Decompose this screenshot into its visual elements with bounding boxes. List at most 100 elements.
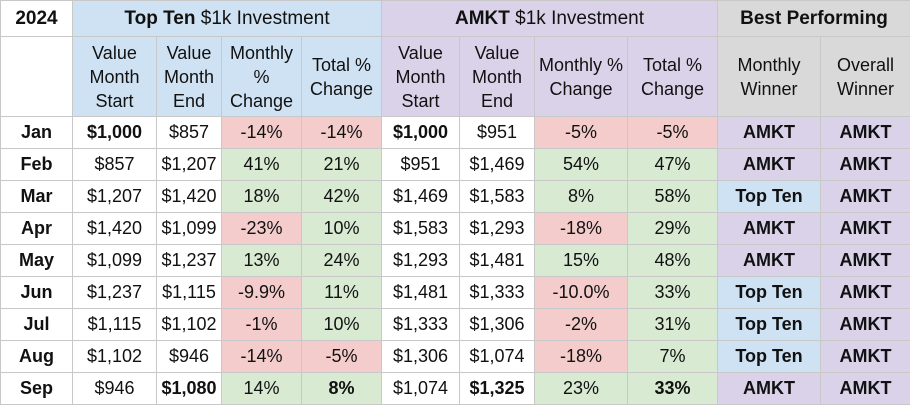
tt-monthly-cell[interactable]: 18% <box>222 181 302 213</box>
tt-monthly-cell[interactable]: 41% <box>222 149 302 181</box>
tt-total-cell[interactable]: 21% <box>302 149 382 181</box>
tt-end-cell[interactable]: $1,080 <box>157 373 222 405</box>
col-header-amkt-monthly[interactable]: Monthly % Change <box>535 37 628 117</box>
amkt-end-cell[interactable]: $1,306 <box>460 309 535 341</box>
amkt-total-cell[interactable]: 29% <box>628 213 718 245</box>
monthly-winner-cell[interactable]: AMKT <box>718 245 821 277</box>
tt-start-cell[interactable]: $1,115 <box>73 309 157 341</box>
top-ten-group-header[interactable]: Top Ten $1k Investment <box>73 1 382 37</box>
tt-end-cell[interactable]: $857 <box>157 117 222 149</box>
overall-winner-cell[interactable]: AMKT <box>821 117 910 149</box>
monthly-winner-cell[interactable]: Top Ten <box>718 341 821 373</box>
col-header-tt-monthly[interactable]: Monthly % Change <box>222 37 302 117</box>
amkt-monthly-cell[interactable]: 23% <box>535 373 628 405</box>
amkt-monthly-cell[interactable]: 54% <box>535 149 628 181</box>
tt-end-cell[interactable]: $1,115 <box>157 277 222 309</box>
overall-winner-cell[interactable]: AMKT <box>821 149 910 181</box>
tt-end-cell[interactable]: $1,420 <box>157 181 222 213</box>
amkt-monthly-cell[interactable]: -5% <box>535 117 628 149</box>
col-header-overall-winner[interactable]: Overall Winner <box>821 37 910 117</box>
year-cell[interactable]: 2024 <box>1 1 73 37</box>
monthly-winner-cell[interactable]: AMKT <box>718 117 821 149</box>
tt-total-cell[interactable]: -14% <box>302 117 382 149</box>
amkt-start-cell[interactable]: $1,074 <box>382 373 460 405</box>
tt-total-cell[interactable]: 10% <box>302 213 382 245</box>
amkt-total-cell[interactable]: 7% <box>628 341 718 373</box>
monthly-winner-cell[interactable]: Top Ten <box>718 277 821 309</box>
tt-end-cell[interactable]: $1,102 <box>157 309 222 341</box>
amkt-total-cell[interactable]: 33% <box>628 277 718 309</box>
tt-total-cell[interactable]: 8% <box>302 373 382 405</box>
monthly-winner-cell[interactable]: Top Ten <box>718 309 821 341</box>
tt-total-cell[interactable]: -5% <box>302 341 382 373</box>
amkt-end-cell[interactable]: $951 <box>460 117 535 149</box>
tt-monthly-cell[interactable]: -23% <box>222 213 302 245</box>
amkt-total-cell[interactable]: 33% <box>628 373 718 405</box>
col-header-amkt-start[interactable]: Value Month Start <box>382 37 460 117</box>
tt-end-cell[interactable]: $1,207 <box>157 149 222 181</box>
overall-winner-cell[interactable]: AMKT <box>821 181 910 213</box>
amkt-end-cell[interactable]: $1,293 <box>460 213 535 245</box>
monthly-winner-cell[interactable]: Top Ten <box>718 181 821 213</box>
amkt-group-header[interactable]: AMKT $1k Investment <box>382 1 718 37</box>
amkt-start-cell[interactable]: $951 <box>382 149 460 181</box>
tt-end-cell[interactable]: $1,237 <box>157 245 222 277</box>
month-cell[interactable]: Sep <box>1 373 73 405</box>
amkt-end-cell[interactable]: $1,333 <box>460 277 535 309</box>
tt-start-cell[interactable]: $1,207 <box>73 181 157 213</box>
col-header-tt-start[interactable]: Value Month Start <box>73 37 157 117</box>
col-header-monthly-winner[interactable]: Monthly Winner <box>718 37 821 117</box>
tt-monthly-cell[interactable]: 14% <box>222 373 302 405</box>
amkt-monthly-cell[interactable]: 8% <box>535 181 628 213</box>
overall-winner-cell[interactable]: AMKT <box>821 373 910 405</box>
amkt-total-cell[interactable]: -5% <box>628 117 718 149</box>
tt-start-cell[interactable]: $1,420 <box>73 213 157 245</box>
amkt-monthly-cell[interactable]: -18% <box>535 213 628 245</box>
tt-monthly-cell[interactable]: 13% <box>222 245 302 277</box>
amkt-total-cell[interactable]: 48% <box>628 245 718 277</box>
amkt-start-cell[interactable]: $1,333 <box>382 309 460 341</box>
amkt-monthly-cell[interactable]: 15% <box>535 245 628 277</box>
month-cell[interactable]: Mar <box>1 181 73 213</box>
amkt-monthly-cell[interactable]: -18% <box>535 341 628 373</box>
monthly-winner-cell[interactable]: AMKT <box>718 213 821 245</box>
amkt-start-cell[interactable]: $1,469 <box>382 181 460 213</box>
overall-winner-cell[interactable]: AMKT <box>821 341 910 373</box>
monthly-winner-cell[interactable]: AMKT <box>718 149 821 181</box>
monthly-winner-cell[interactable]: AMKT <box>718 373 821 405</box>
amkt-end-cell[interactable]: $1,325 <box>460 373 535 405</box>
month-cell[interactable]: Jan <box>1 117 73 149</box>
month-cell[interactable]: Jul <box>1 309 73 341</box>
amkt-end-cell[interactable]: $1,583 <box>460 181 535 213</box>
amkt-start-cell[interactable]: $1,583 <box>382 213 460 245</box>
amkt-total-cell[interactable]: 58% <box>628 181 718 213</box>
tt-monthly-cell[interactable]: -14% <box>222 117 302 149</box>
amkt-end-cell[interactable]: $1,074 <box>460 341 535 373</box>
amkt-start-cell[interactable]: $1,481 <box>382 277 460 309</box>
tt-total-cell[interactable]: 10% <box>302 309 382 341</box>
best-performing-header[interactable]: Best Performing <box>718 1 910 37</box>
tt-total-cell[interactable]: 42% <box>302 181 382 213</box>
tt-end-cell[interactable]: $946 <box>157 341 222 373</box>
tt-start-cell[interactable]: $1,099 <box>73 245 157 277</box>
month-cell[interactable]: Jun <box>1 277 73 309</box>
amkt-end-cell[interactable]: $1,469 <box>460 149 535 181</box>
month-cell[interactable]: Feb <box>1 149 73 181</box>
col-header-tt-total[interactable]: Total % Change <box>302 37 382 117</box>
amkt-start-cell[interactable]: $1,293 <box>382 245 460 277</box>
overall-winner-cell[interactable]: AMKT <box>821 213 910 245</box>
tt-end-cell[interactable]: $1,099 <box>157 213 222 245</box>
amkt-total-cell[interactable]: 31% <box>628 309 718 341</box>
col-header-tt-end[interactable]: Value Month End <box>157 37 222 117</box>
tt-start-cell[interactable]: $857 <box>73 149 157 181</box>
month-cell[interactable]: Apr <box>1 213 73 245</box>
amkt-start-cell[interactable]: $1,306 <box>382 341 460 373</box>
amkt-start-cell[interactable]: $1,000 <box>382 117 460 149</box>
tt-start-cell[interactable]: $1,237 <box>73 277 157 309</box>
amkt-monthly-cell[interactable]: -10.0% <box>535 277 628 309</box>
tt-start-cell[interactable]: $1,000 <box>73 117 157 149</box>
month-cell[interactable]: Aug <box>1 341 73 373</box>
tt-monthly-cell[interactable]: -14% <box>222 341 302 373</box>
month-cell[interactable]: May <box>1 245 73 277</box>
tt-start-cell[interactable]: $946 <box>73 373 157 405</box>
